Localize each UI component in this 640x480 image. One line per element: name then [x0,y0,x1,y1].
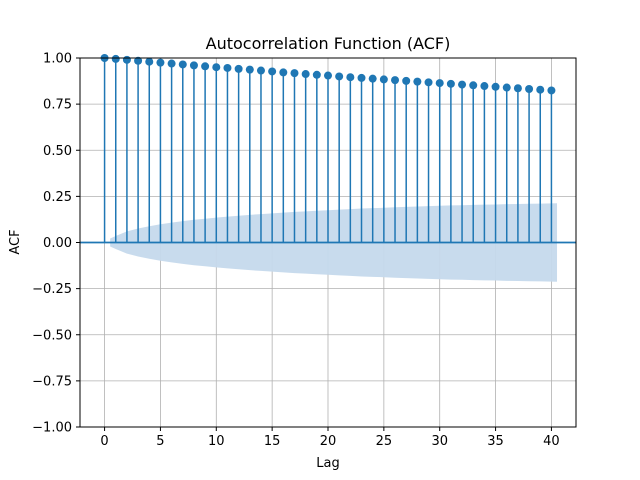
y-tick-label: 1.00 [43,52,72,67]
y-tick-label: 0.25 [43,190,72,205]
acf-point [111,54,120,63]
x-tick-label: 10 [208,434,225,449]
y-tick-label: −1.00 [32,421,72,436]
x-tick-label: 15 [264,434,281,449]
acf-point [223,63,232,72]
x-tick-label: 20 [320,434,337,449]
acf-point [458,80,467,89]
y-tick-label: −0.25 [32,282,72,297]
acf-point [491,82,500,91]
acf-point [134,56,143,65]
acf-point [525,84,534,93]
x-tick-label: 25 [376,434,393,449]
acf-point [312,70,321,79]
acf-point [346,73,355,82]
acf-point [413,77,422,86]
acf-point [480,82,489,91]
acf-point [547,86,556,95]
x-tick-label: 5 [156,434,164,449]
acf-point [424,78,433,87]
y-tick-label: 0.00 [43,236,72,251]
acf-point [301,70,310,79]
x-ticks: 0 5 10 15 20 25 30 35 40 [100,427,560,449]
acf-point [379,75,388,84]
acf-point [391,76,400,85]
acf-point [469,81,478,90]
x-tick-label: 30 [431,434,448,449]
acf-point [167,59,176,68]
acf-point [201,62,210,71]
y-tick-label: 0.50 [43,144,72,159]
acf-point [513,84,522,93]
acf-point [189,61,198,70]
acf-point [234,64,243,73]
y-tick-label: −0.75 [32,374,72,389]
acf-point [446,79,455,88]
acf-point [502,83,511,92]
stems [100,54,556,243]
acf-point [145,57,154,66]
acf-point [324,71,332,80]
acf-point [256,66,265,75]
x-axis-label: Lag [316,456,339,471]
acf-point [402,76,411,85]
acf-point [357,73,366,82]
y-tick-label: 0.75 [43,98,72,113]
x-tick-label: 35 [487,434,504,449]
acf-point [268,67,277,76]
y-ticks: −1.00 −0.75 −0.50 −0.25 0.00 0.25 0.50 0.75 1.00 [32,52,80,436]
acf-point [368,74,377,83]
acf-point [279,68,288,77]
acf-point [290,69,299,78]
acf-point [122,55,131,64]
chart-title: Autocorrelation Function (ACF) [206,34,451,53]
acf-point [335,72,344,81]
acf-point [156,58,165,67]
x-tick-label: 0 [100,434,108,449]
y-tick-label: −0.50 [32,328,72,343]
acf-point [212,63,221,72]
acf-point [536,85,545,94]
acf-point [178,60,187,69]
acf-point [435,79,444,88]
acf-point [245,65,254,74]
x-tick-label: 40 [543,434,560,449]
y-axis-label: ACF [8,229,23,254]
